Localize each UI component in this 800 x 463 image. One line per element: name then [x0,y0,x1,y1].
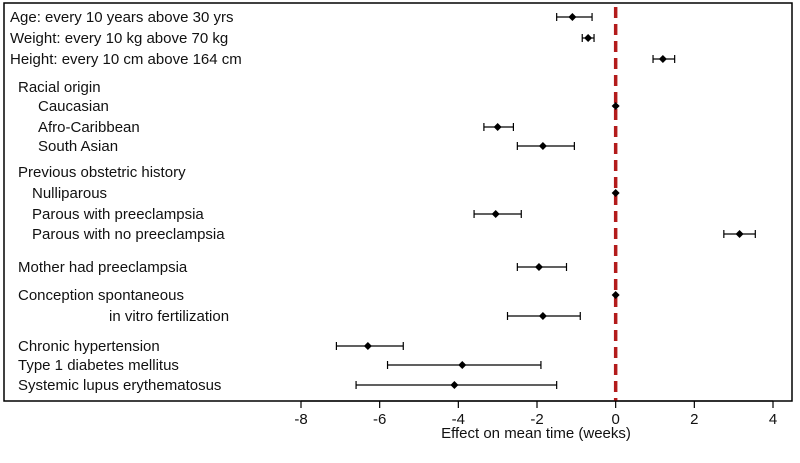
x-tick-label: 4 [769,411,777,428]
point-estimate-marker [735,230,744,238]
row-label: Afro-Caribbean [38,119,140,136]
row-label: Caucasian [38,98,109,115]
point-estimate-marker [611,291,620,299]
point-estimate-marker [538,142,547,150]
row-label: Parous with preeclampsia [32,206,204,223]
point-estimate-marker [450,381,459,389]
x-tick-label: -4 [452,411,465,428]
x-axis-title: Effect on mean time (weeks) [441,425,631,442]
x-tick-label: -2 [530,411,543,428]
row-label: Racial origin [18,79,101,96]
x-tick-label: 0 [611,411,619,428]
row-label: Height: every 10 cm above 164 cm [10,51,242,68]
point-estimate-marker [491,210,500,218]
row-label: South Asian [38,138,118,155]
row-labels: Age: every 10 years above 30 yrs Weight: … [10,9,242,394]
point-estimate-marker [568,13,577,21]
row-label: Parous with no preeclampsia [32,226,225,243]
row-label: in vitro fertilization [109,308,229,325]
row-label: Mother had preeclampsia [18,259,188,276]
point-estimate-marker [584,34,593,42]
row-label: Systemic lupus erythematosus [18,377,221,394]
x-axis: -8 -6 -4 -2 0 2 4 [294,400,777,428]
point-estimate-marker [611,102,620,110]
row-label: Nulliparous [32,185,107,202]
row-label: Weight: every 10 kg above 70 kg [10,30,228,47]
point-estimate-marker [534,263,543,271]
row-label: Chronic hypertension [18,338,160,355]
x-tick-label: -8 [294,411,307,428]
effect-markers [335,13,756,389]
x-tick-label: 2 [690,411,698,428]
row-label: Type 1 diabetes mellitus [18,357,179,374]
point-estimate-marker [493,123,502,131]
point-estimate-marker [458,361,467,369]
point-estimate-marker [363,342,372,350]
point-estimate-marker [658,55,667,63]
row-label: Previous obstetric history [18,164,186,181]
x-tick-label: -6 [373,411,386,428]
row-label: Age: every 10 years above 30 yrs [10,9,233,26]
row-label: Conception spontaneous [18,287,184,304]
point-estimate-marker [538,312,547,320]
point-estimate-marker [611,189,620,197]
